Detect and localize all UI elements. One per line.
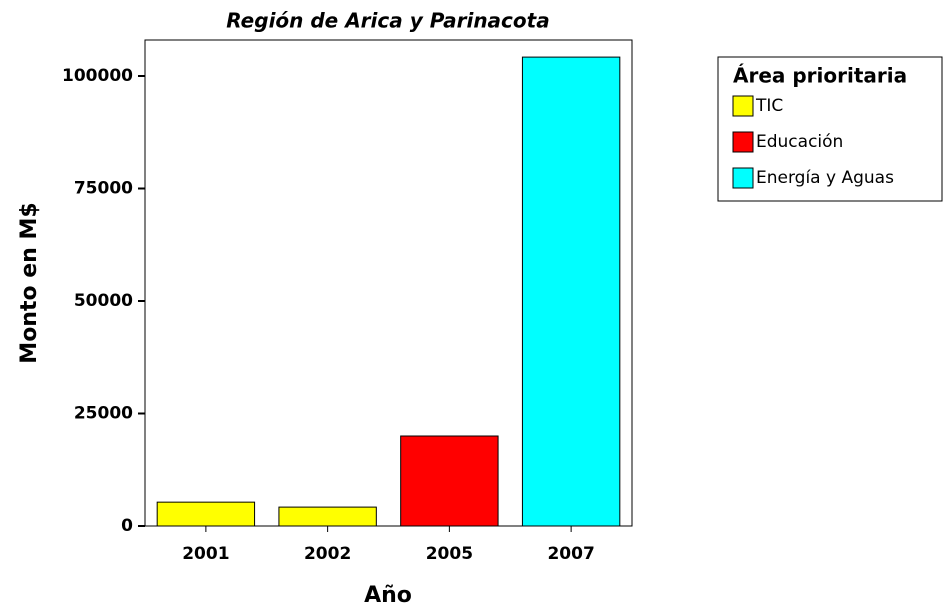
bar: [521, 56, 621, 527]
bar: [278, 506, 377, 527]
legend-swatch: [732, 131, 754, 153]
y-tick-label: 100000: [62, 66, 133, 86]
x-axis-label: Año: [364, 583, 412, 608]
plot-frame: [144, 39, 633, 527]
bar: [400, 435, 499, 527]
legend-label: TIC: [755, 96, 783, 116]
legend-title: Área prioritaria: [733, 64, 907, 88]
y-tick-label: 25000: [74, 404, 133, 424]
legend-box: [717, 56, 943, 202]
legend-label: Educación: [756, 132, 843, 152]
x-tick-label: 2007: [547, 544, 594, 564]
legend-label: Energía y Aguas: [756, 168, 894, 188]
x-tick-label: 2005: [426, 544, 473, 564]
y-tick-label: 75000: [74, 179, 133, 199]
y-tick-label: 0: [121, 516, 133, 536]
legend-swatch: [732, 95, 754, 117]
x-tick-label: 2001: [182, 544, 229, 564]
x-tick-label: 2002: [304, 544, 351, 564]
bar: [156, 501, 256, 527]
y-axis-label: Monto en M$: [17, 202, 42, 363]
y-tick-label: 50000: [74, 291, 133, 311]
chart-title: Región de Arica y Parinacota: [226, 9, 549, 33]
legend-swatch: [732, 167, 754, 189]
